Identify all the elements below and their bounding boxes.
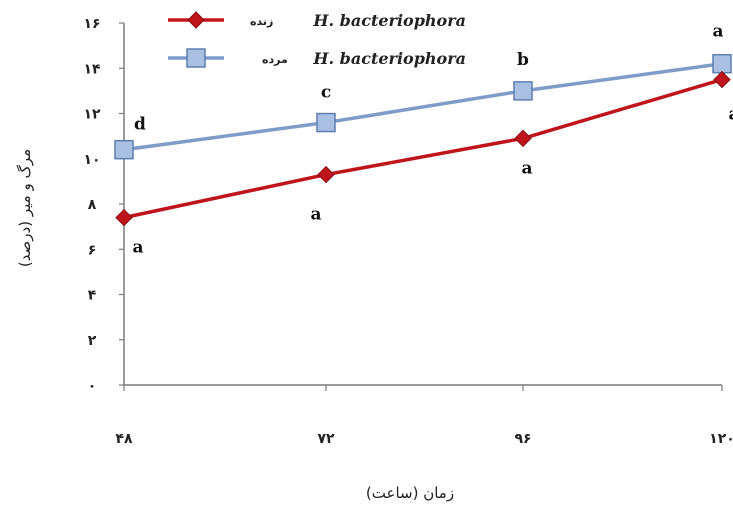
series-diamond: [116, 72, 730, 226]
y-tick-label: ۶: [88, 242, 97, 258]
x-tick-labels: ۴۸ ۷۲ ۹۶ ۱۲۰: [115, 431, 733, 447]
significance-letter: a: [728, 105, 733, 125]
square-marker: [187, 49, 205, 67]
square-marker: [713, 55, 731, 73]
x-tick-label: ۴۸: [115, 431, 133, 447]
legend-item: H. bacteriophora زنده: [168, 11, 466, 30]
diamond-marker: [188, 12, 204, 28]
significance-letter: c: [321, 83, 331, 103]
axes: [119, 23, 722, 391]
x-tick-label: ۱۲۰: [709, 431, 733, 447]
significance-letter: a: [132, 238, 143, 258]
diamond-marker: [515, 130, 531, 146]
y-tick-label: ۱۲: [83, 107, 101, 123]
diamond-marker: [714, 72, 730, 88]
series-square: [115, 55, 731, 159]
y-tick-label: ۰: [88, 378, 97, 394]
y-axis-title: مرگ و میر (درصد): [16, 149, 34, 267]
significance-letter: d: [134, 115, 146, 135]
square-marker: [115, 141, 133, 159]
y-tick-label: ۱۴: [83, 61, 101, 77]
significance-letter: b: [517, 50, 529, 70]
y-tick-label: ۱۶: [83, 16, 100, 32]
x-axis-title: زمان (ساعت): [366, 484, 454, 502]
diamond-marker: [318, 167, 334, 183]
y-tick-labels: ۰ ۲ ۴ ۶ ۸ ۱۰ ۱۲ ۱۴ ۱۶: [83, 16, 101, 394]
legend-label: H. bacteriophora: [312, 11, 466, 30]
significance-letter: a: [310, 205, 321, 225]
legend-label: H. bacteriophora: [312, 49, 466, 68]
legend: H. bacteriophora زنده H. bacteriophora مرده: [168, 11, 466, 68]
y-tick-label: ۸: [88, 197, 97, 213]
significance-letter: a: [712, 22, 723, 42]
y-tick-label: ۲: [88, 333, 97, 349]
x-tick-label: ۹۶: [514, 431, 531, 447]
square-marker: [514, 82, 532, 100]
x-tick-label: ۷۲: [317, 431, 335, 447]
legend-label-suffix: زنده: [250, 15, 273, 28]
significance-letter: a: [521, 158, 532, 178]
y-tick-label: ۱۰: [83, 152, 100, 168]
series-line: [124, 80, 722, 218]
legend-label-suffix: مرده: [262, 53, 288, 66]
series-layer: [115, 55, 731, 226]
diamond-marker: [116, 210, 132, 226]
y-tick-label: ۴: [88, 288, 97, 304]
legend-item: H. bacteriophora مرده: [168, 49, 466, 68]
square-marker: [317, 114, 335, 132]
